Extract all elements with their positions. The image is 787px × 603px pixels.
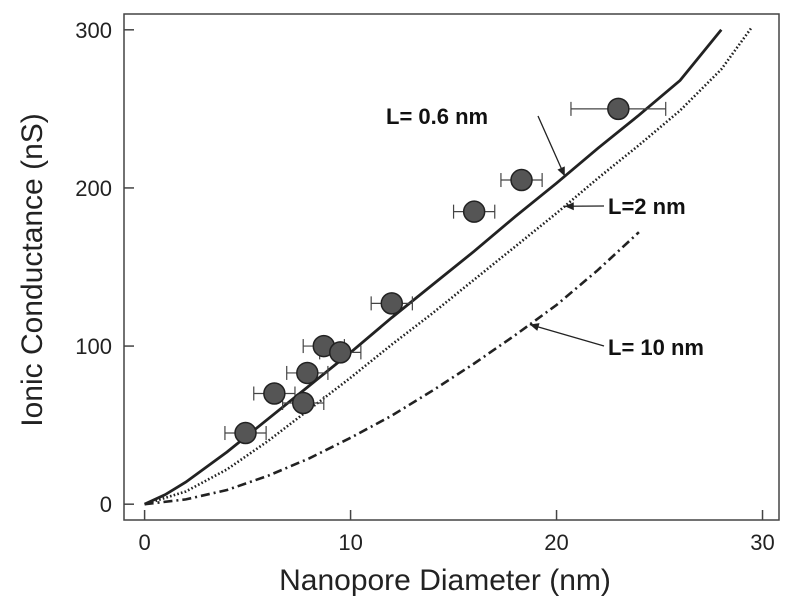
y-axis: 0 100 200 300 — [75, 18, 134, 517]
data-point-2 — [291, 391, 315, 415]
x-axis-title: Nanopore Diameter (nm) — [279, 564, 611, 597]
data-points — [234, 97, 630, 445]
annotation-leader-2 — [529, 323, 605, 347]
annotation-arrowhead-1 — [564, 202, 574, 211]
annotation-leader-0 — [537, 115, 566, 177]
y-axis-title: Ionic Conductance (nS) — [16, 113, 49, 427]
data-point-6 — [380, 292, 404, 315]
x-tick-label-0: 0 — [138, 530, 150, 555]
x-tick-label-3: 30 — [750, 530, 774, 555]
x-axis: 0 10 20 30 — [138, 510, 775, 555]
y-tick-label-3: 300 — [75, 18, 112, 43]
annotation-label-2: L= 10 nm — [608, 335, 704, 360]
data-point-9 — [607, 97, 630, 121]
annotation-label-1: L=2 nm — [608, 194, 686, 219]
data-point-1 — [263, 382, 286, 405]
x-tick-label-1: 10 — [338, 530, 362, 555]
annotation-arrowhead-0 — [557, 166, 565, 177]
data-point-3 — [296, 361, 319, 385]
annotation-arrowhead-2 — [529, 323, 540, 331]
series-line-2 — [144, 231, 640, 506]
annotations: L= 0.6 nm L=2 nm L= 10 nm — [386, 104, 704, 360]
annotation-label-0: L= 0.6 nm — [386, 104, 488, 129]
data-point-8 — [510, 168, 533, 192]
data-point-5 — [329, 341, 352, 364]
data-point-7 — [462, 200, 486, 223]
series-line-1 — [144, 25, 754, 506]
annotation-0: L= 0.6 nm — [386, 104, 566, 177]
data-point-0 — [234, 421, 257, 445]
annotation-2: L= 10 nm — [529, 323, 704, 360]
y-tick-label-1: 100 — [75, 334, 112, 359]
y-tick-label-0: 0 — [100, 492, 112, 517]
x-tick-label-2: 20 — [544, 530, 568, 555]
error-bars — [224, 101, 667, 441]
annotation-1: L=2 nm — [564, 194, 686, 219]
plot-frame — [123, 13, 780, 521]
y-tick-label-2: 200 — [75, 176, 112, 201]
